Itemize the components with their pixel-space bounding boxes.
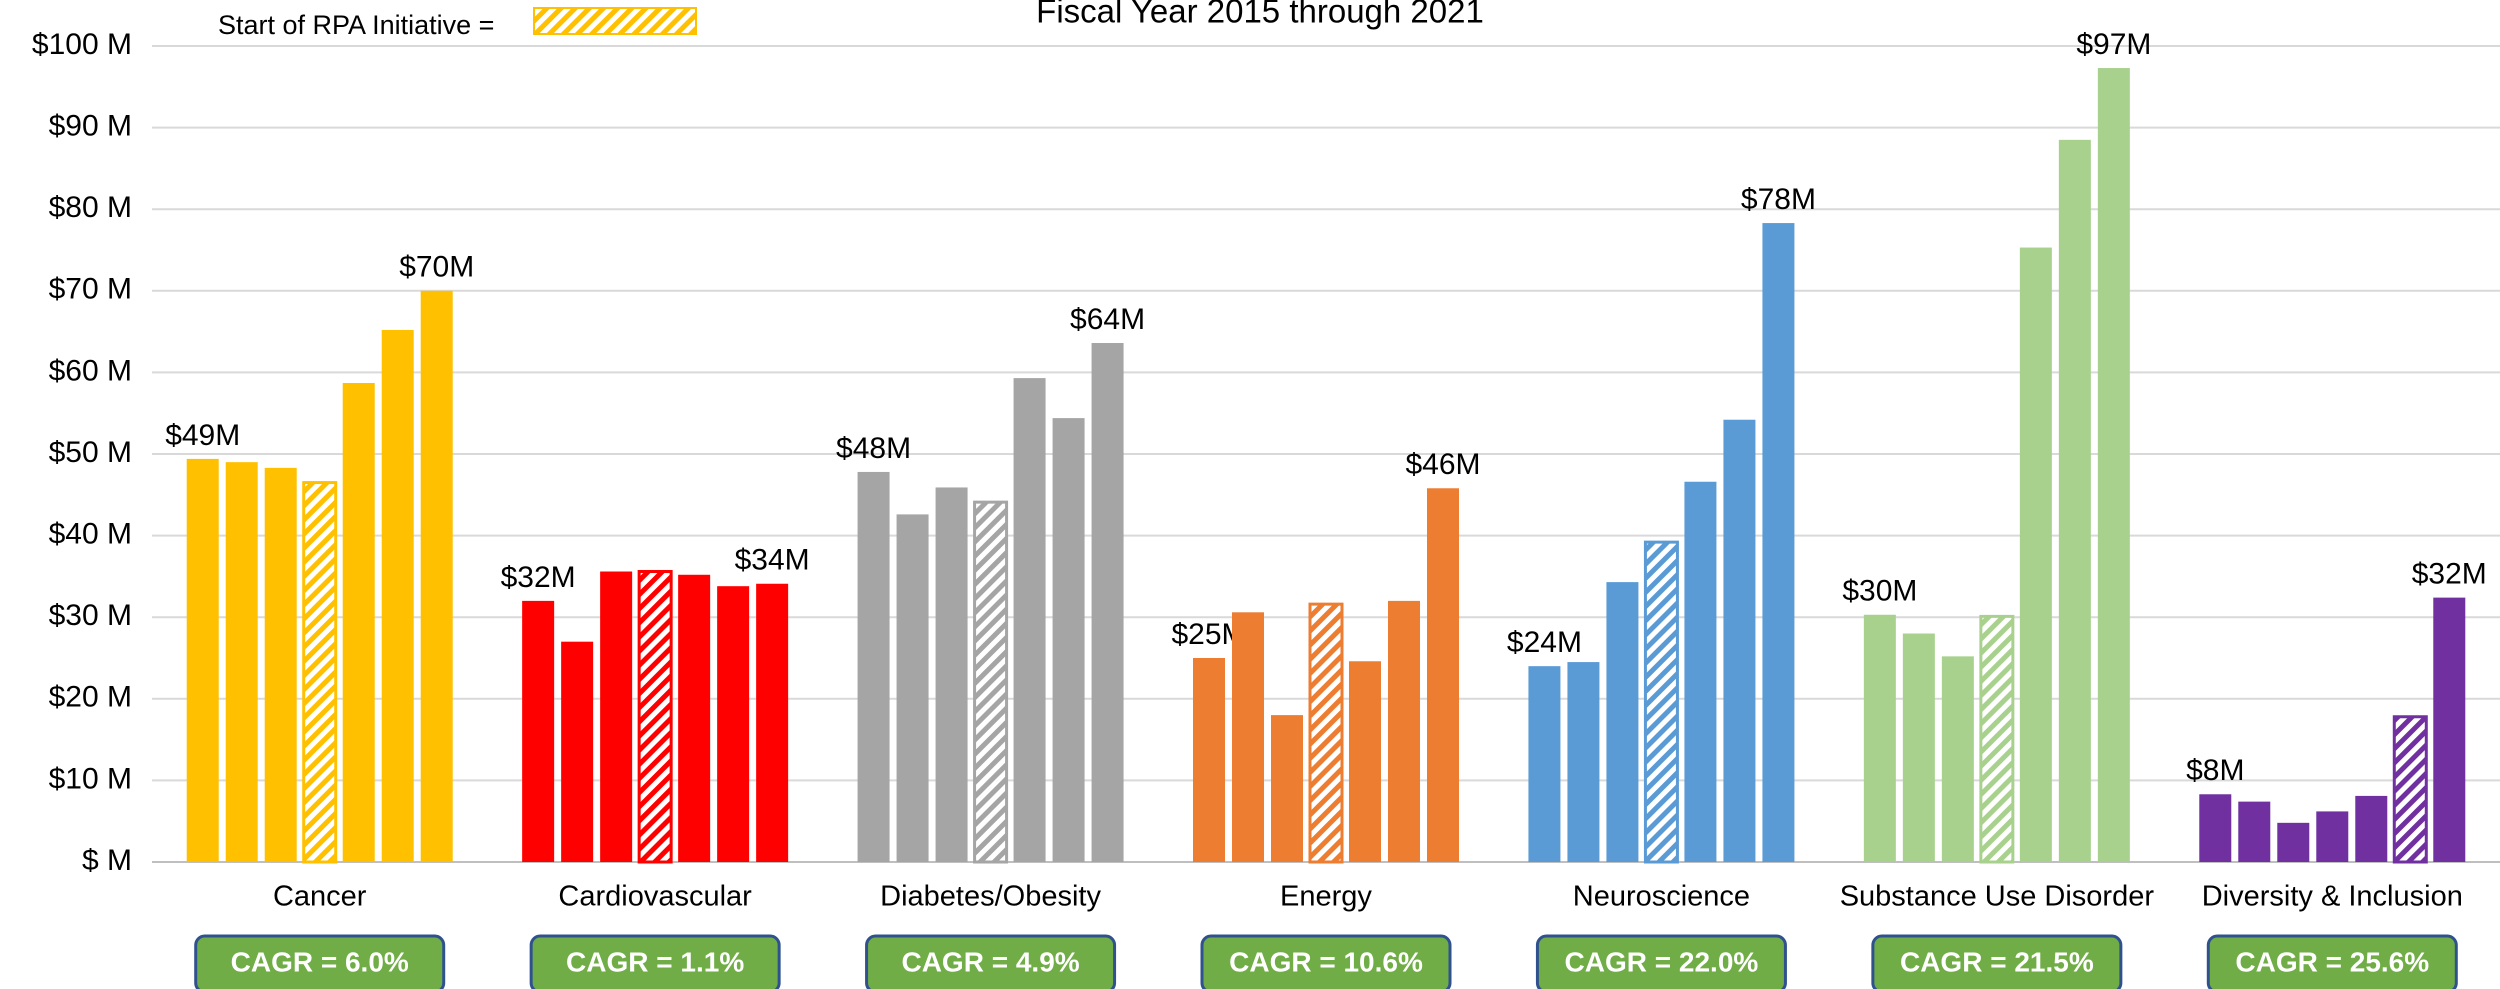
x-tick-label: Diabetes/Obesity <box>880 881 1101 913</box>
hatched-bar <box>1643 540 1679 864</box>
bar <box>935 487 968 862</box>
hatched-bar <box>637 570 673 864</box>
value-label: $49M <box>165 419 240 452</box>
bar <box>2316 811 2349 862</box>
bar <box>2238 801 2271 862</box>
cagr-label: CAGR = 21.5% <box>1900 946 2094 977</box>
value-label: $46M <box>1405 448 1480 481</box>
cagr-box <box>1535 934 1787 989</box>
bar <box>1528 666 1561 862</box>
bar <box>264 467 297 862</box>
chart-title: Fiscal Year 2015 through 2021 <box>1036 0 1484 30</box>
y-tick-label: $40 M <box>49 518 132 551</box>
value-label: $48M <box>836 432 911 465</box>
bar <box>381 329 414 862</box>
bar <box>1723 419 1756 862</box>
x-tick-label: Substance Use Disorder <box>1840 881 2155 913</box>
bar <box>522 600 555 862</box>
cagr-label: CAGR = 22.0% <box>1565 946 1759 977</box>
bar <box>1091 343 1124 862</box>
bar <box>1052 418 1085 862</box>
bar <box>1941 656 1974 862</box>
bar <box>186 458 219 862</box>
bar <box>1427 488 1459 862</box>
value-label: $97M <box>2076 28 2151 61</box>
hatched-bar <box>2392 715 2428 864</box>
bar <box>225 462 258 862</box>
y-tick-label: $80 M <box>49 191 132 224</box>
cagr-box <box>194 934 446 989</box>
y-tick-label: $10 M <box>49 762 132 795</box>
cagr-label: CAGR = 25.6% <box>2235 946 2429 977</box>
bar <box>1013 378 1046 862</box>
bar <box>678 574 711 862</box>
bar <box>896 514 929 862</box>
bar <box>1567 662 1600 862</box>
cagr-label: CAGR = 1.1% <box>566 946 744 977</box>
hatched-bar <box>1979 614 2015 864</box>
x-tick-label: Cancer <box>273 881 367 913</box>
hatched-bar <box>302 481 338 864</box>
x-tick-label: Neuroscience <box>1573 881 1750 913</box>
value-label: $64M <box>1070 303 1145 336</box>
cagr-box <box>865 934 1117 989</box>
bar <box>2433 597 2466 862</box>
x-tick-label: Energy <box>1280 881 1372 913</box>
y-tick-label: $ M <box>82 844 132 877</box>
bar <box>857 471 890 862</box>
bar <box>1193 658 1225 862</box>
hatched-bar <box>1308 602 1344 864</box>
y-tick-label: $20 M <box>49 681 132 714</box>
bar <box>2058 139 2091 863</box>
bar <box>756 583 789 862</box>
bar <box>2355 795 2388 862</box>
value-label: $32M <box>2412 558 2487 591</box>
legend-label: Start of RPA Initiative = <box>218 10 494 40</box>
value-label: $24M <box>1507 626 1582 659</box>
value-label: $30M <box>1842 575 1917 608</box>
cagr-box <box>1200 934 1452 989</box>
hatched-bar <box>973 500 1009 864</box>
bar <box>1271 715 1303 862</box>
bar <box>420 290 453 862</box>
value-label: $78M <box>1741 183 1816 216</box>
bar <box>717 586 750 862</box>
y-tick-label: $100 M <box>32 28 132 61</box>
bar <box>1606 582 1639 862</box>
x-tick-label: Cardiovascular <box>558 881 752 913</box>
bar <box>2019 247 2052 862</box>
x-tick-label: Diversity & Inclusion <box>2202 881 2463 913</box>
bar <box>1232 612 1264 862</box>
cagr-label: CAGR = 4.9% <box>901 946 1079 977</box>
value-label: $70M <box>399 251 474 284</box>
value-label: $8M <box>2186 754 2244 787</box>
bar <box>1684 481 1717 862</box>
value-label: $32M <box>501 561 576 594</box>
y-tick-label: $60 M <box>49 354 132 387</box>
bar <box>1863 614 1896 862</box>
cagr-label: CAGR = 10.6% <box>1229 946 1423 977</box>
cagr-label: CAGR = 6.0% <box>231 946 409 977</box>
bar <box>1388 600 1420 862</box>
y-tick-label: $70 M <box>49 273 132 306</box>
y-tick-label: $30 M <box>49 599 132 632</box>
bar <box>1902 633 1935 862</box>
cagr-box <box>1871 934 2123 989</box>
y-tick-label: $90 M <box>49 110 132 143</box>
cagr-box <box>529 934 781 989</box>
legend-swatch <box>533 7 697 35</box>
bar <box>2199 794 2232 862</box>
bar <box>561 641 594 862</box>
y-tick-label: $50 M <box>49 436 132 469</box>
bar <box>2097 68 2130 863</box>
bar <box>1762 223 1795 862</box>
bar <box>600 571 633 862</box>
cagr-box <box>2206 934 2458 989</box>
bar <box>2277 822 2310 862</box>
value-label: $34M <box>735 544 810 577</box>
bar <box>1349 661 1381 862</box>
bar <box>342 383 375 862</box>
